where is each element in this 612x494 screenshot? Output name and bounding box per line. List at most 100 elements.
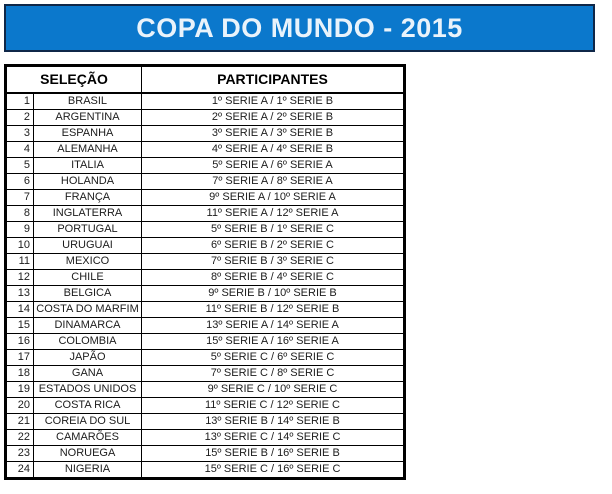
team-name-cell: ESPANHA xyxy=(33,124,142,142)
table-row: 5 ITALIA 5º SERIE A / 6º SERIE A xyxy=(5,156,405,174)
title-banner: COPA DO MUNDO - 2015 xyxy=(4,4,595,52)
participants-cell: 9º SERIE C / 10º SERIE C xyxy=(141,380,405,398)
page-title: COPA DO MUNDO - 2015 xyxy=(136,12,463,43)
table-row: 12 CHILE 8º SERIE B / 4º SERIE C xyxy=(5,268,405,286)
participants-cell: 3º SERIE A / 3º SERIE B xyxy=(141,124,405,142)
table-row: 8 INGLATERRA 11º SERIE A / 12º SERIE A xyxy=(5,204,405,222)
participants-cell: 5º SERIE B / 1º SERIE C xyxy=(141,220,405,238)
participants-cell: 5º SERIE C / 6º SERIE C xyxy=(141,348,405,366)
row-number-cell: 8 xyxy=(5,204,34,222)
team-name-cell: MEXICO xyxy=(33,252,142,270)
team-name-cell: NORUEGA xyxy=(33,444,142,462)
team-name-cell: COREIA DO SUL xyxy=(33,412,142,430)
row-number-cell: 16 xyxy=(5,332,34,350)
table-row: 15 DINAMARCA 13º SERIE A / 14º SERIE A xyxy=(5,316,405,334)
team-name-cell: JAPÃO xyxy=(33,348,142,366)
table-row: 9 PORTUGAL 5º SERIE B / 1º SERIE C xyxy=(5,220,405,238)
table-row: 11 MEXICO 7º SERIE B / 3º SERIE C xyxy=(5,252,405,270)
participants-cell: 15º SERIE A / 16º SERIE A xyxy=(141,332,405,350)
table-row: 1 BRASIL 1º SERIE A / 1º SERIE B xyxy=(5,92,405,110)
participants-cell: 9º SERIE B / 10º SERIE B xyxy=(141,284,405,302)
table-row: 10 URUGUAI 6º SERIE B / 2º SERIE C xyxy=(5,236,405,254)
team-name-cell: HOLANDA xyxy=(33,172,142,190)
row-number-cell: 1 xyxy=(5,92,34,110)
team-name-cell: PORTUGAL xyxy=(33,220,142,238)
team-name-cell: CAMARÕES xyxy=(33,428,142,446)
participants-cell: 2º SERIE A / 2º SERIE B xyxy=(141,108,405,126)
participants-cell: 7º SERIE A / 8º SERIE A xyxy=(141,172,405,190)
table-body: 1 BRASIL 1º SERIE A / 1º SERIE B 2 ARGENTINA… xyxy=(5,92,405,479)
row-number-cell: 24 xyxy=(5,460,34,479)
row-number-cell: 9 xyxy=(5,220,34,238)
table-row: 21 COREIA DO SUL 13º SERIE B / 14º SERIE B xyxy=(5,412,405,430)
table-row: 16 COLOMBIA 15º SERIE A / 16º SERIE A xyxy=(5,332,405,350)
column-header-selecao: SELEÇÃO xyxy=(5,65,142,94)
row-number-cell: 18 xyxy=(5,364,34,382)
team-name-cell: BELGICA xyxy=(33,284,142,302)
team-name-cell: FRANÇA xyxy=(33,188,142,206)
participants-cell: 7º SERIE C / 8º SERIE C xyxy=(141,364,405,382)
teams-table: SELEÇÃO PARTICIPANTES 1 BRASIL 1º SERIE A … xyxy=(4,64,406,480)
table-row: 4 ALEMANHA 4º SERIE A / 4º SERIE B xyxy=(5,140,405,158)
team-name-cell: NIGERIA xyxy=(33,460,142,479)
table-row: 17 JAPÃO 5º SERIE C / 6º SERIE C xyxy=(5,348,405,366)
table-row: 23 NORUEGA 15º SERIE B / 16º SERIE B xyxy=(5,444,405,462)
row-number-cell: 4 xyxy=(5,140,34,158)
row-number-cell: 17 xyxy=(5,348,34,366)
table-row: 14 COSTA DO MARFIM 11º SERIE B / 12º SERIE… xyxy=(5,300,405,318)
participants-cell: 11º SERIE C / 12º SERIE C xyxy=(141,396,405,414)
participants-cell: 13º SERIE C / 14º SERIE C xyxy=(141,428,405,446)
participants-cell: 1º SERIE A / 1º SERIE B xyxy=(141,92,405,110)
row-number-cell: 23 xyxy=(5,444,34,462)
team-name-cell: ITALIA xyxy=(33,156,142,174)
team-name-cell: URUGUAI xyxy=(33,236,142,254)
row-number-cell: 13 xyxy=(5,284,34,302)
team-name-cell: DINAMARCA xyxy=(33,316,142,334)
row-number-cell: 22 xyxy=(5,428,34,446)
table-row: 3 ESPANHA 3º SERIE A / 3º SERIE B xyxy=(5,124,405,142)
participants-cell: 8º SERIE B / 4º SERIE C xyxy=(141,268,405,286)
header-row: SELEÇÃO PARTICIPANTES xyxy=(5,65,405,94)
team-name-cell: COLOMBIA xyxy=(33,332,142,350)
team-name-cell: COSTA DO MARFIM xyxy=(33,300,142,318)
table-row: 6 HOLANDA 7º SERIE A / 8º SERIE A xyxy=(5,172,405,190)
team-name-cell: ARGENTINA xyxy=(33,108,142,126)
participants-cell: 7º SERIE B / 3º SERIE C xyxy=(141,252,405,270)
table-row: 22 CAMARÕES 13º SERIE C / 14º SERIE C xyxy=(5,428,405,446)
team-name-cell: GANA xyxy=(33,364,142,382)
participants-cell: 13º SERIE A / 14º SERIE A xyxy=(141,316,405,334)
team-name-cell: ESTADOS UNIDOS xyxy=(33,380,142,398)
table-row: 18 GANA 7º SERIE C / 8º SERIE C xyxy=(5,364,405,382)
team-name-cell: ALEMANHA xyxy=(33,140,142,158)
participants-cell: 4º SERIE A / 4º SERIE B xyxy=(141,140,405,158)
team-name-cell: INGLATERRA xyxy=(33,204,142,222)
participants-cell: 15º SERIE B / 16º SERIE B xyxy=(141,444,405,462)
table-row: 2 ARGENTINA 2º SERIE A / 2º SERIE B xyxy=(5,108,405,126)
table-row: 20 COSTA RICA 11º SERIE C / 12º SERIE C xyxy=(5,396,405,414)
participants-cell: 6º SERIE B / 2º SERIE C xyxy=(141,236,405,254)
participants-cell: 11º SERIE A / 12º SERIE A xyxy=(141,204,405,222)
participants-cell: 13º SERIE B / 14º SERIE B xyxy=(141,412,405,430)
row-number-cell: 14 xyxy=(5,300,34,318)
row-number-cell: 21 xyxy=(5,412,34,430)
participants-cell: 9º SERIE A / 10º SERIE A xyxy=(141,188,405,206)
row-number-cell: 19 xyxy=(5,380,34,398)
participants-cell: 11º SERIE B / 12º SERIE B xyxy=(141,300,405,318)
table-row: 7 FRANÇA 9º SERIE A / 10º SERIE A xyxy=(5,188,405,206)
participants-cell: 5º SERIE A / 6º SERIE A xyxy=(141,156,405,174)
row-number-cell: 7 xyxy=(5,188,34,206)
row-number-cell: 11 xyxy=(5,252,34,270)
row-number-cell: 6 xyxy=(5,172,34,190)
table-row: 13 BELGICA 9º SERIE B / 10º SERIE B xyxy=(5,284,405,302)
team-name-cell: COSTA RICA xyxy=(33,396,142,414)
table-row: 19 ESTADOS UNIDOS 9º SERIE C / 10º SERIE C xyxy=(5,380,405,398)
column-header-participantes: PARTICIPANTES xyxy=(141,65,405,94)
team-name-cell: BRASIL xyxy=(33,92,142,110)
participants-cell: 15º SERIE C / 16º SERIE C xyxy=(141,460,405,479)
row-number-cell: 5 xyxy=(5,156,34,174)
row-number-cell: 2 xyxy=(5,108,34,126)
row-number-cell: 10 xyxy=(5,236,34,254)
team-name-cell: CHILE xyxy=(33,268,142,286)
row-number-cell: 20 xyxy=(5,396,34,414)
row-number-cell: 15 xyxy=(5,316,34,334)
